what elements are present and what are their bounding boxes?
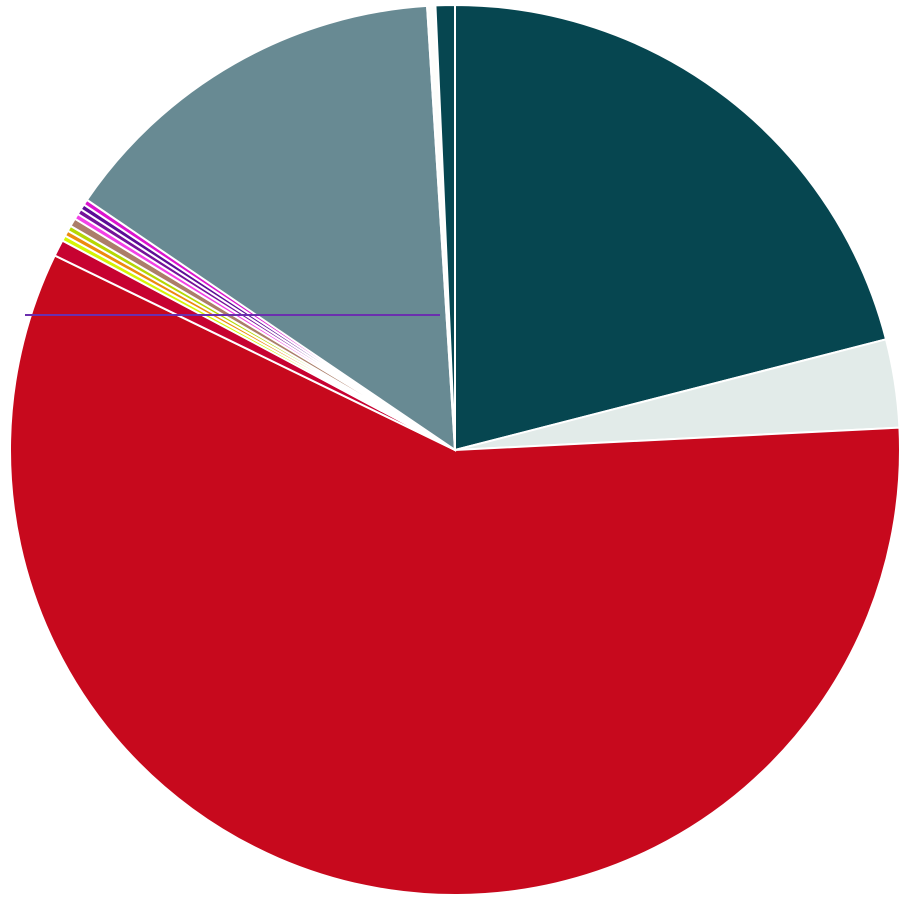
pie-chart <box>0 0 900 900</box>
